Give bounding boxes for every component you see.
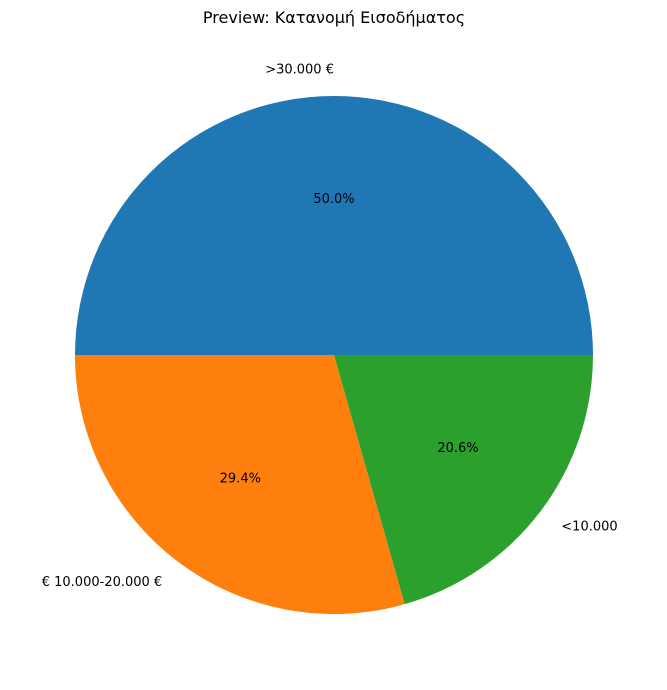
slice-percent-label: 29.4% — [220, 471, 261, 486]
slice-percent-label: 50.0% — [313, 192, 354, 207]
slice-label: <10.000 — [561, 519, 617, 534]
slice-label: >30.000 € — [265, 63, 334, 78]
slice-label: € 10.000-20.000 € — [42, 575, 162, 590]
pie-slice — [75, 96, 593, 355]
pie-slice — [334, 355, 593, 605]
pie-slice — [75, 355, 405, 614]
slice-percent-label: 20.6% — [437, 441, 478, 456]
chart-title: Preview: Κατανομή Εισοδήματος — [203, 8, 465, 27]
